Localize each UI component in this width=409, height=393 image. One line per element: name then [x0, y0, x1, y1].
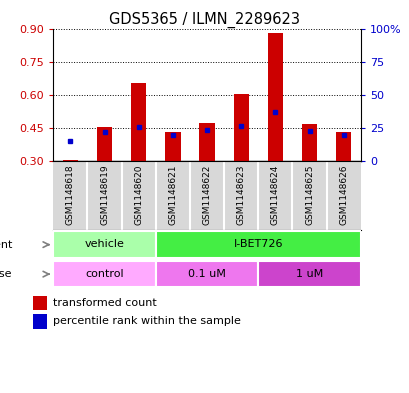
Bar [63, 160, 78, 161]
Text: transformed count: transformed count [53, 298, 157, 308]
Bar [97, 127, 112, 161]
Text: GSM1148625: GSM1148625 [304, 165, 313, 225]
Bar [33, 314, 47, 329]
Bar [33, 296, 47, 310]
Text: vehicle: vehicle [84, 239, 124, 249]
Text: GSM1148618: GSM1148618 [66, 165, 75, 225]
Text: GSM1148626: GSM1148626 [338, 165, 347, 225]
Bar [131, 83, 146, 161]
Text: 0.1 uM: 0.1 uM [188, 268, 225, 279]
Bar [53, 231, 155, 258]
Text: GSM1148622: GSM1148622 [202, 165, 211, 225]
Bar [155, 231, 360, 258]
Bar [301, 124, 317, 161]
Text: agent: agent [0, 240, 12, 250]
Bar [165, 132, 180, 161]
Text: I-BET726: I-BET726 [233, 239, 282, 249]
Bar [155, 261, 258, 287]
Bar [258, 261, 360, 287]
Text: percentile rank within the sample: percentile rank within the sample [53, 316, 240, 327]
Text: GDS5365 / ILMN_2289623: GDS5365 / ILMN_2289623 [109, 12, 300, 28]
Text: GSM1148624: GSM1148624 [270, 165, 279, 225]
Text: GSM1148620: GSM1148620 [134, 165, 143, 225]
Bar [267, 33, 282, 161]
Text: dose: dose [0, 269, 12, 279]
Bar [199, 123, 214, 161]
Text: GSM1148623: GSM1148623 [236, 165, 245, 225]
Bar [233, 94, 248, 161]
Text: 1 uM: 1 uM [295, 268, 322, 279]
Text: GSM1148621: GSM1148621 [168, 165, 177, 225]
Text: control: control [85, 268, 124, 279]
Bar [335, 132, 351, 161]
Text: GSM1148619: GSM1148619 [100, 165, 109, 225]
Bar [53, 261, 155, 287]
